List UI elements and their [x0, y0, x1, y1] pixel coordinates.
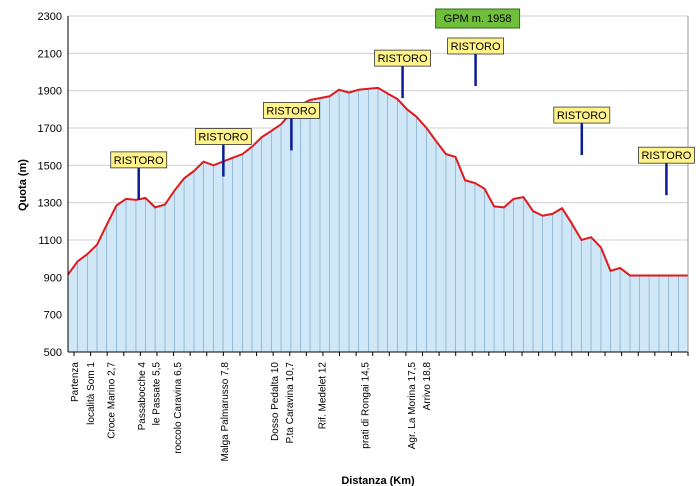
ristoro-box [374, 49, 431, 67]
ristoro-callouts: RISTORO RISTORO RISTORO RISTORO RISTORO RISTO… [110, 8, 695, 200]
x-axis-ticks: Partenza località Som 1 Croce Marino 2,7 Pa… [70, 362, 433, 462]
gpm-label: GPM m. 1958 [444, 13, 512, 25]
y-tick-label: 1700 [38, 123, 62, 135]
y-tick-label: 500 [44, 347, 62, 359]
y-tick-label: 900 [44, 272, 62, 284]
axes [67, 16, 689, 356]
x-tick-label: Rif. Medelet 12 [317, 362, 328, 430]
y-tick-label: 700 [44, 310, 62, 322]
y-tick-label: 1100 [38, 235, 62, 247]
ristoro-label: RISTORO [557, 110, 607, 122]
x-tick-label: Malga Palmarusso 7,8 [220, 362, 231, 462]
ristoro-label: RISTORO [641, 150, 691, 162]
x-tick-label: roccolo Caravina 6,5 [173, 362, 184, 454]
elevation-line [67, 86, 688, 277]
ristoro-label: RISTORO [266, 105, 316, 117]
x-tick-label: le Passate 5,5 [151, 362, 162, 426]
x-tick-label: Arrivo 18,8 [422, 362, 433, 411]
y-tick-label: 2300 [38, 11, 62, 23]
ristoro-box [194, 128, 252, 145]
y-axis-title: Quota (m) [17, 159, 29, 211]
gpm-box [435, 8, 521, 29]
x-tick-label: Partenza [70, 362, 81, 402]
ristoro-label: RISTORO [378, 53, 428, 65]
x-tick-label: prati di Rongai 14,5 [360, 362, 371, 449]
y-tick-label: 1300 [38, 198, 62, 210]
x-tick-label: Croce Marino 2,7 [107, 362, 118, 439]
ristoro-label: RISTORO [451, 41, 501, 53]
x-tick-label: Passabocche 4 [137, 362, 148, 431]
ristoro-box [447, 37, 504, 55]
ristoro-label: RISTORO [114, 155, 164, 167]
y-tick-label: 2100 [38, 48, 62, 60]
elevation-area [67, 86, 689, 352]
x-tick-label: località Som 1 [86, 362, 97, 425]
x-axis-title: Distanza (Km) [341, 475, 415, 486]
y-tick-label: 1500 [38, 160, 62, 172]
x-tick-label: Dosso Pedalta 10 [270, 362, 281, 441]
y-axis-ticks: 500 700 900 1100 1300 1500 1700 1900 2100 2300 [38, 11, 62, 359]
ristoro-box [553, 106, 611, 124]
x-tick-label: Agr. La Morina 17,5 [407, 362, 418, 450]
y-tick-label: 1900 [38, 86, 62, 98]
ristoro-label: RISTORO [198, 132, 248, 144]
x-tick-label: P.ta Caravina 10,7 [285, 362, 296, 444]
ristoro-box [262, 102, 320, 119]
ristoro-box [638, 146, 695, 164]
ristoro-box [110, 151, 168, 169]
